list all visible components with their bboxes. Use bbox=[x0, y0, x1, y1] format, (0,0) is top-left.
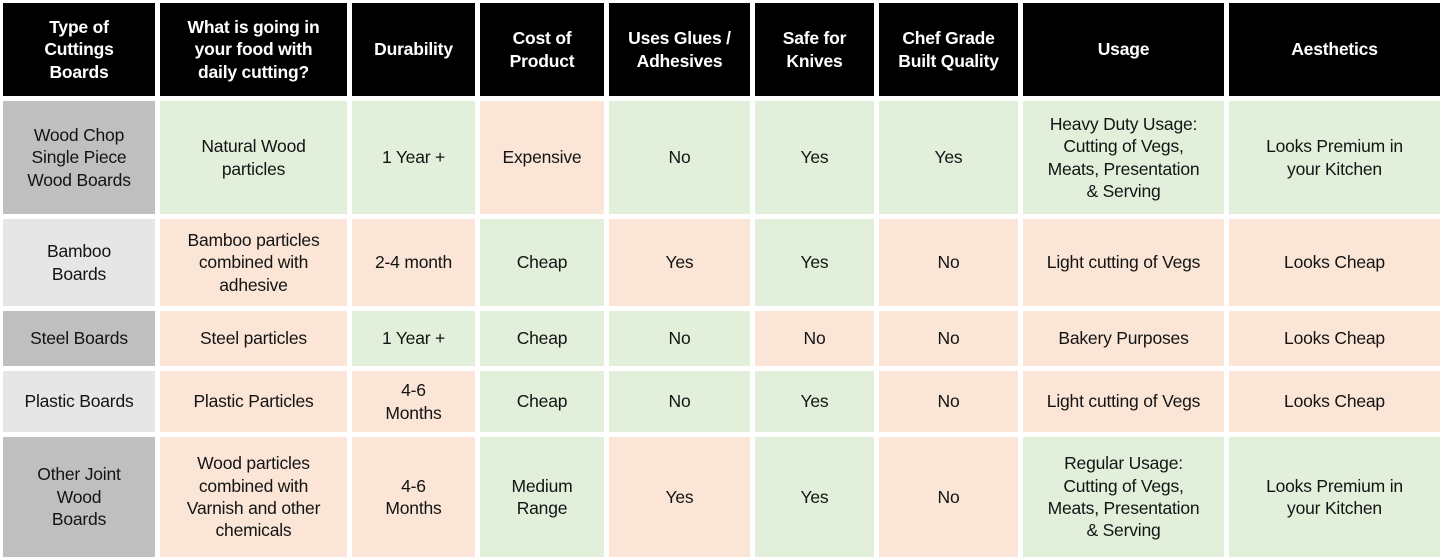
table-cell: No bbox=[755, 311, 874, 366]
table-cell: Yes bbox=[879, 101, 1018, 214]
table-cell: Light cutting of Vegs bbox=[1023, 371, 1224, 432]
column-header: Cost of Product bbox=[480, 3, 604, 96]
column-header: Usage bbox=[1023, 3, 1224, 96]
table-cell: Yes bbox=[755, 219, 874, 306]
table-cell: Regular Usage: Cutting of Vegs, Meats, P… bbox=[1023, 437, 1224, 557]
table-cell: 1 Year + bbox=[352, 101, 475, 214]
table-cell: No bbox=[879, 437, 1018, 557]
table-cell: Steel particles bbox=[160, 311, 347, 366]
row-label-cell: Other Joint Wood Boards bbox=[3, 437, 155, 557]
table-cell: No bbox=[609, 101, 750, 214]
table-cell: Yes bbox=[609, 437, 750, 557]
table-cell: Medium Range bbox=[480, 437, 604, 557]
table-cell: No bbox=[879, 219, 1018, 306]
table-cell: Cheap bbox=[480, 371, 604, 432]
table-cell: Wood particles combined with Varnish and… bbox=[160, 437, 347, 557]
table-cell: Looks Premium in your Kitchen bbox=[1229, 101, 1440, 214]
column-header: Safe for Knives bbox=[755, 3, 874, 96]
table-cell: Looks Premium in your Kitchen bbox=[1229, 437, 1440, 557]
table-cell: Expensive bbox=[480, 101, 604, 214]
row-label-cell: Plastic Boards bbox=[3, 371, 155, 432]
table-cell: Cheap bbox=[480, 219, 604, 306]
table-cell: No bbox=[609, 371, 750, 432]
table-cell: Cheap bbox=[480, 311, 604, 366]
table-cell: Yes bbox=[755, 101, 874, 214]
table-cell: No bbox=[609, 311, 750, 366]
column-header: What is going in your food with daily cu… bbox=[160, 3, 347, 96]
table-cell: Looks Cheap bbox=[1229, 311, 1440, 366]
row-label-cell: Bamboo Boards bbox=[3, 219, 155, 306]
table-cell: 1 Year + bbox=[352, 311, 475, 366]
table-cell: Bakery Purposes bbox=[1023, 311, 1224, 366]
table-cell: 4-6 Months bbox=[352, 371, 475, 432]
column-header: Type of Cuttings Boards bbox=[3, 3, 155, 96]
table-cell: Heavy Duty Usage: Cutting of Vegs, Meats… bbox=[1023, 101, 1224, 214]
column-header: Aesthetics bbox=[1229, 3, 1440, 96]
row-label-cell: Steel Boards bbox=[3, 311, 155, 366]
column-header: Durability bbox=[352, 3, 475, 96]
table-cell: No bbox=[879, 371, 1018, 432]
table-cell: Looks Cheap bbox=[1229, 219, 1440, 306]
table-cell: Yes bbox=[609, 219, 750, 306]
table-cell: Light cutting of Vegs bbox=[1023, 219, 1224, 306]
column-header: Chef Grade Built Quality bbox=[879, 3, 1018, 96]
table-cell: No bbox=[879, 311, 1018, 366]
table-cell: Yes bbox=[755, 371, 874, 432]
row-label-cell: Wood Chop Single Piece Wood Boards bbox=[3, 101, 155, 214]
table-cell: Bamboo particles combined with adhesive bbox=[160, 219, 347, 306]
table-cell: Yes bbox=[755, 437, 874, 557]
table-cell: Plastic Particles bbox=[160, 371, 347, 432]
table-cell: Looks Cheap bbox=[1229, 371, 1440, 432]
table-cell: Natural Wood particles bbox=[160, 101, 347, 214]
table-cell: 2-4 month bbox=[352, 219, 475, 306]
column-header: Uses Glues / Adhesives bbox=[609, 3, 750, 96]
table-cell: 4-6 Months bbox=[352, 437, 475, 557]
